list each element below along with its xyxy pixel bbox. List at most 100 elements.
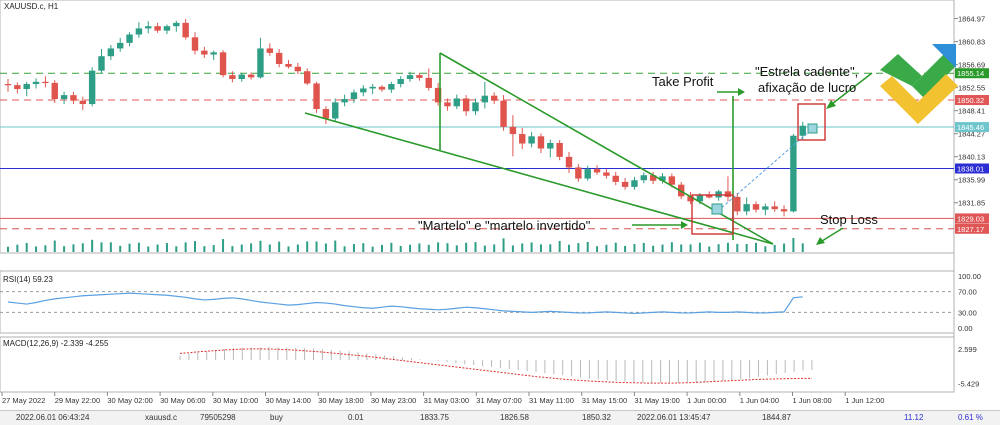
- volume-bar: [764, 246, 767, 252]
- volume-bar: [652, 245, 655, 252]
- volume-bar: [605, 244, 608, 252]
- volume-bar: [736, 243, 739, 252]
- time-tick-label: 30 May 18:00: [318, 396, 363, 405]
- candle-body: [14, 85, 21, 90]
- evening-star-label-line1: "Estrela cadente",: [755, 64, 858, 79]
- candle-body: [547, 142, 554, 149]
- macd-panel[interactable]: [0, 336, 955, 393]
- annotation-arrows: [632, 72, 873, 245]
- candle-body: [406, 75, 414, 80]
- candle-body: [322, 109, 330, 119]
- volume-bar: [633, 244, 636, 252]
- volume-bar: [399, 245, 402, 252]
- candle-body: [696, 195, 704, 202]
- volume-bar: [119, 245, 122, 252]
- time-tick-label: 30 May 06:00: [160, 396, 205, 405]
- candle-body: [266, 48, 273, 53]
- price-badge-label: 1845.46: [957, 123, 984, 132]
- volume-bar: [446, 243, 449, 252]
- volume-bar: [81, 243, 84, 252]
- time-tick-label: 27 May 2022: [2, 396, 45, 405]
- price-tick-label: 1856.69: [958, 61, 985, 70]
- price-tick-label: 1852.55: [958, 84, 985, 93]
- time-tick-label: 30 May 23:00: [371, 396, 416, 405]
- price-tick-label: 1835.99: [958, 176, 985, 185]
- status-datetime: 2022.06.01 06:43:24: [16, 413, 90, 422]
- volume-bar: [624, 245, 627, 252]
- volume-bar: [773, 244, 776, 252]
- time-tick-label: 30 May 10:00: [213, 396, 258, 405]
- candle-body: [687, 196, 694, 202]
- time-tick-label: 31 May 03:00: [424, 396, 469, 405]
- volume-bar: [35, 246, 38, 252]
- candle-body: [42, 81, 49, 83]
- rsi-tick-label: 100.00: [958, 272, 981, 281]
- macd-label: MACD(12,26,9) -2.339 -4.255: [3, 339, 109, 348]
- volume-bar: [455, 245, 458, 252]
- volume-bar: [680, 244, 683, 252]
- candle-body: [444, 102, 451, 107]
- candle-body: [210, 52, 217, 55]
- volume-bar: [250, 243, 253, 252]
- volume-bar: [502, 238, 505, 252]
- volume-bar: [427, 244, 430, 252]
- candle-body: [434, 87, 442, 103]
- volume-bar: [362, 243, 365, 252]
- volume-bar: [212, 245, 215, 252]
- candle-body: [603, 172, 610, 176]
- price-badge: [955, 122, 989, 133]
- volume-bar: [642, 242, 645, 252]
- candle-body: [481, 95, 489, 103]
- macd-tick-label: -5.429: [958, 379, 979, 388]
- broker-logo: [880, 44, 958, 124]
- volume-bar: [324, 243, 327, 252]
- volume-bar: [577, 243, 580, 252]
- evening-star-label-line2: afixação de lucro: [758, 80, 856, 95]
- volume-bar: [287, 246, 290, 252]
- price-badge-label: 1829.03: [957, 214, 984, 223]
- volume-bar: [493, 244, 496, 252]
- rsi-panel[interactable]: [0, 270, 955, 334]
- volume-bar: [661, 244, 664, 252]
- volume-bar: [755, 242, 757, 252]
- candle-body: [397, 79, 404, 85]
- volume-bar: [278, 241, 281, 252]
- stop-loss-label: Stop Loss: [820, 212, 878, 227]
- candle-body: [173, 22, 180, 27]
- volume-bar: [194, 241, 196, 252]
- volume-bar: [530, 242, 533, 252]
- volume-bar: [352, 244, 355, 252]
- volume-bar: [717, 244, 720, 252]
- time-tick-label: 1 Jun 00:00: [687, 396, 726, 405]
- candle-body: [313, 83, 320, 110]
- candle-body: [462, 98, 470, 112]
- candle-body: [126, 34, 133, 43]
- candle-body: [98, 56, 105, 71]
- volume-bar: [175, 246, 178, 252]
- volume-bar: [698, 242, 701, 252]
- price-badge: [955, 95, 989, 106]
- rsi-label: RSI(14) 59.23: [3, 275, 53, 284]
- candle-body: [416, 75, 423, 78]
- volume-bar: [409, 244, 412, 252]
- candle-body: [107, 48, 115, 57]
- status-volume: 0.01: [348, 413, 364, 422]
- candle-body: [649, 175, 657, 181]
- volume-bar: [231, 246, 234, 252]
- lower-trendline[interactable]: [304, 112, 774, 245]
- candle-body: [631, 180, 638, 187]
- price-tick-label: 1831.85: [958, 199, 985, 208]
- horizontal-levels: [0, 72, 954, 230]
- status-type: buy: [270, 413, 283, 422]
- volume-bar: [147, 246, 150, 252]
- volume-bar: [137, 242, 140, 252]
- status-sl: 1826.58: [500, 413, 529, 422]
- status-time2: 2022.06.01 13:45:47: [637, 413, 711, 422]
- volume-histogram: [7, 238, 804, 252]
- volume-bar: [100, 242, 103, 252]
- trade-status-bar[interactable]: 2022.06.01 06:43:24 xauusd.c 79505298 bu…: [0, 410, 1000, 425]
- candle-body: [60, 95, 68, 100]
- volume-bar: [91, 239, 94, 252]
- price-tick-label: 1860.83: [958, 38, 985, 47]
